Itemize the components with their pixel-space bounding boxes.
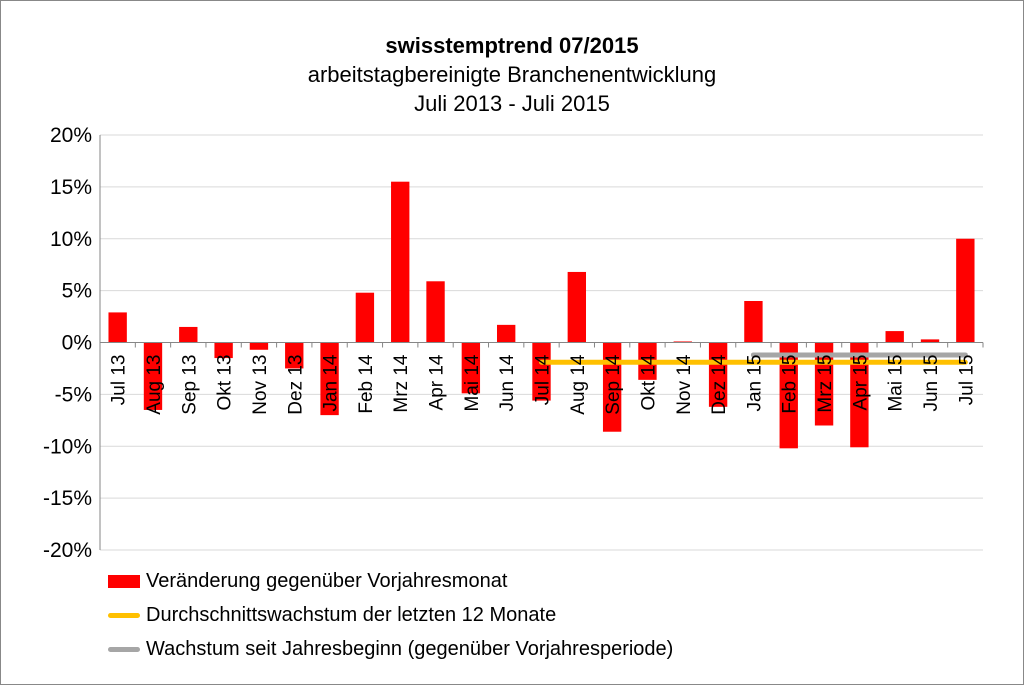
x-tick-label: Apr 14 xyxy=(427,354,448,410)
bar xyxy=(602,342,622,432)
bar xyxy=(956,238,975,343)
bar xyxy=(285,342,304,369)
legend-label: Wachstum seit Jahresbeginn (gegenüber Vo… xyxy=(146,638,674,660)
x-tick-label: Aug 14 xyxy=(568,354,589,415)
x-tick-label: Mrz 14 xyxy=(391,354,412,413)
x-tick-label: Jun 14 xyxy=(497,354,518,411)
x-tick-label: Nov 14 xyxy=(674,354,695,415)
x-tick-label: Jul 15 xyxy=(956,355,977,406)
bar xyxy=(496,324,516,343)
chart-subtitle-2: Juli 2013 - Juli 2015 xyxy=(414,91,610,116)
x-tick-label: Jul 13 xyxy=(109,355,130,406)
legend-item-bars: Veränderung gegenüber Vorjahresmonat xyxy=(108,570,507,593)
bar xyxy=(249,342,269,350)
bar xyxy=(179,326,198,343)
bar xyxy=(779,342,798,449)
x-tick-label: Okt 14 xyxy=(638,354,659,410)
bar xyxy=(532,342,551,401)
bar xyxy=(214,342,233,359)
x-tick-label: Feb 15 xyxy=(780,355,801,414)
bar xyxy=(850,342,869,448)
x-tick-label: Apr 15 xyxy=(850,355,871,411)
bar xyxy=(673,341,692,343)
legend-label: Durchschnittswachstum der letzten 12 Mon… xyxy=(146,604,557,626)
y-tick-label: -15% xyxy=(43,487,92,510)
bar xyxy=(744,301,763,343)
x-tick-label: Mrz 15 xyxy=(815,355,836,413)
legend-label: Veränderung gegenüber Vorjahresmonat xyxy=(146,570,508,592)
x-tick-label: Jul 14 xyxy=(533,354,554,405)
x-tick-label: Nov 13 xyxy=(250,355,271,415)
y-tick-label: -5% xyxy=(55,383,92,406)
legend-swatch-orange xyxy=(108,613,140,618)
x-tick-label: Dez 13 xyxy=(285,355,306,415)
bar xyxy=(426,281,445,343)
bar xyxy=(355,292,375,343)
y-tick-label: 10% xyxy=(50,228,92,251)
x-tick-label: Dez 14 xyxy=(709,354,730,415)
x-tick-label: Aug 13 xyxy=(144,355,165,415)
bar xyxy=(708,342,728,407)
x-tick-label: Okt 13 xyxy=(215,355,236,411)
x-tick-label: Sep 13 xyxy=(179,355,200,415)
y-tick-label: 20% xyxy=(50,124,92,147)
legend-item-avg: Durchschnittswachstum der letzten 12 Mon… xyxy=(108,604,556,627)
y-tick-label: 0% xyxy=(62,332,92,355)
chart-title: swisstemptrend 07/2015 xyxy=(385,33,639,58)
bar xyxy=(567,271,587,343)
y-tick-label: -10% xyxy=(43,435,92,458)
bar xyxy=(143,342,163,410)
y-tick-label: -20% xyxy=(43,539,92,562)
y-tick-label: 15% xyxy=(50,176,92,199)
chart-subtitle-1: arbeitstagbereinigte Branchenentwicklung xyxy=(307,62,717,87)
x-tick-label: Jun 15 xyxy=(921,355,942,412)
bar xyxy=(320,342,339,416)
y-tick-label: 5% xyxy=(62,280,92,303)
x-tick-label: Sep 14 xyxy=(603,354,624,415)
x-tick-label: Feb 14 xyxy=(356,354,377,414)
bar xyxy=(885,331,904,343)
x-tick-label: Mai 15 xyxy=(886,355,907,412)
bar xyxy=(108,312,127,343)
x-tick-label: Jan 14 xyxy=(321,354,342,411)
x-tick-label: Mai 14 xyxy=(462,354,483,411)
bar xyxy=(461,342,481,394)
bar xyxy=(920,339,940,343)
legend-item-ytd: Wachstum seit Jahresbeginn (gegenüber Vo… xyxy=(108,638,673,661)
legend-swatch-gray xyxy=(108,647,140,652)
legend-swatch-red xyxy=(108,575,140,588)
bar xyxy=(391,181,410,343)
x-tick-label: Jan 15 xyxy=(744,355,765,412)
